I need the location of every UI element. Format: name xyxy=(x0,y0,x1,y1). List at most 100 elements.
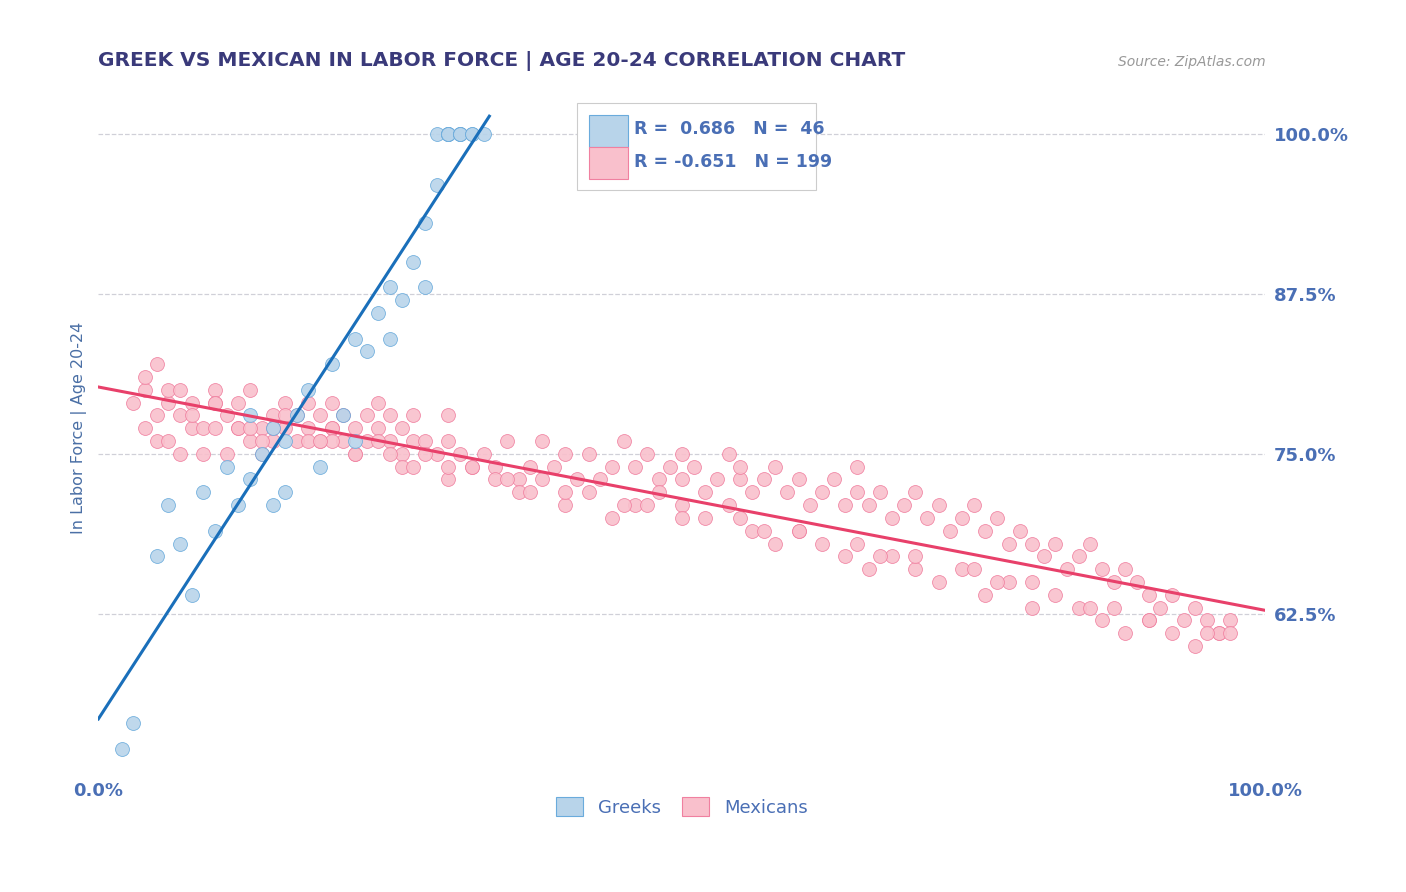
Point xyxy=(321,421,343,435)
Point xyxy=(437,127,460,141)
Point xyxy=(356,409,378,423)
Point xyxy=(997,574,1019,589)
Point xyxy=(671,511,693,525)
Point xyxy=(1208,626,1230,640)
Point xyxy=(367,306,389,320)
Point xyxy=(484,473,506,487)
Point xyxy=(508,473,530,487)
Point xyxy=(169,409,191,423)
Point xyxy=(763,459,786,474)
Point xyxy=(776,485,799,500)
Point xyxy=(741,485,763,500)
Point xyxy=(1197,614,1219,628)
Point xyxy=(309,459,332,474)
Point xyxy=(378,332,401,346)
Point xyxy=(565,473,588,487)
Point xyxy=(391,459,413,474)
Point xyxy=(332,409,354,423)
Point xyxy=(215,459,238,474)
Point xyxy=(1010,524,1032,538)
Point xyxy=(449,127,471,141)
Point xyxy=(332,409,354,423)
Point xyxy=(367,395,389,409)
Point xyxy=(285,434,308,448)
Point xyxy=(823,473,845,487)
Point xyxy=(1080,600,1102,615)
Point xyxy=(671,473,693,487)
Point xyxy=(437,127,460,141)
Point xyxy=(1184,639,1206,653)
Point xyxy=(134,421,156,435)
Point xyxy=(1067,600,1090,615)
Point xyxy=(228,498,250,512)
Point xyxy=(344,447,367,461)
Point xyxy=(437,127,460,141)
Point xyxy=(530,434,553,448)
Point xyxy=(356,434,378,448)
Point xyxy=(321,395,343,409)
Point xyxy=(321,421,343,435)
Point xyxy=(169,447,191,461)
Point xyxy=(1102,600,1125,615)
Point xyxy=(437,127,460,141)
Point xyxy=(461,459,484,474)
Point xyxy=(869,549,891,564)
Point xyxy=(1137,588,1160,602)
FancyBboxPatch shape xyxy=(589,147,628,179)
Point xyxy=(730,459,752,474)
Point xyxy=(461,127,484,141)
Point xyxy=(449,447,471,461)
Point xyxy=(449,127,471,141)
Point xyxy=(950,562,973,576)
Point xyxy=(402,409,425,423)
Point xyxy=(285,409,308,423)
Point xyxy=(239,421,262,435)
Point xyxy=(472,447,495,461)
Point xyxy=(297,395,319,409)
Point xyxy=(204,421,226,435)
Point xyxy=(1137,614,1160,628)
Point xyxy=(1126,574,1149,589)
Point xyxy=(367,421,389,435)
Point xyxy=(787,524,810,538)
Point xyxy=(1184,600,1206,615)
FancyBboxPatch shape xyxy=(576,103,815,190)
Point xyxy=(554,498,576,512)
Point xyxy=(437,434,460,448)
Point xyxy=(204,383,226,397)
Point xyxy=(321,357,343,371)
Point xyxy=(239,473,262,487)
Point xyxy=(1067,549,1090,564)
Point xyxy=(950,511,973,525)
Point xyxy=(846,536,869,550)
Point xyxy=(846,459,869,474)
Point xyxy=(624,459,647,474)
Point xyxy=(997,536,1019,550)
Point xyxy=(122,715,145,730)
Point xyxy=(682,459,704,474)
Point xyxy=(741,524,763,538)
Point xyxy=(239,383,262,397)
Point xyxy=(717,498,740,512)
Point xyxy=(578,447,600,461)
Point xyxy=(204,395,226,409)
Point xyxy=(495,434,517,448)
Point xyxy=(169,536,191,550)
Point xyxy=(928,574,950,589)
Point xyxy=(228,421,250,435)
Point xyxy=(671,447,693,461)
Point xyxy=(600,511,623,525)
Point xyxy=(671,498,693,512)
Point xyxy=(215,409,238,423)
Point xyxy=(215,447,238,461)
Point xyxy=(437,473,460,487)
Point xyxy=(250,447,273,461)
Point xyxy=(426,178,449,192)
Point xyxy=(274,485,297,500)
Point xyxy=(262,498,284,512)
Point xyxy=(1032,549,1054,564)
Point xyxy=(858,498,880,512)
Point xyxy=(157,434,180,448)
Point xyxy=(344,421,367,435)
Point xyxy=(963,562,986,576)
